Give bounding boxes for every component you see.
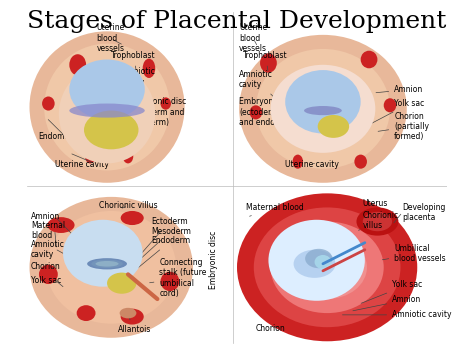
Text: Developing
placenta: Developing placenta [402, 203, 446, 223]
Text: Embryonic disc
(ectoderm
and endoderm): Embryonic disc (ectoderm and endoderm) [239, 97, 298, 127]
Ellipse shape [46, 211, 176, 324]
Text: Amnion: Amnion [376, 85, 423, 94]
Ellipse shape [59, 65, 155, 163]
Text: Maternal
blood: Maternal blood [31, 221, 65, 240]
Text: Umbilical
blood vessels: Umbilical blood vessels [382, 244, 446, 263]
Ellipse shape [293, 250, 336, 278]
Circle shape [285, 70, 361, 133]
Ellipse shape [107, 273, 137, 294]
Text: Amnion: Amnion [353, 295, 421, 311]
Text: Embryonic disc: Embryonic disc [210, 231, 219, 289]
Ellipse shape [121, 211, 144, 225]
Ellipse shape [87, 258, 127, 269]
Text: Endoderm: Endoderm [134, 236, 190, 271]
Text: Yolk sac: Yolk sac [372, 99, 424, 124]
Text: Trophoblast: Trophoblast [243, 51, 288, 71]
Ellipse shape [356, 207, 398, 236]
Ellipse shape [315, 255, 331, 269]
Circle shape [271, 65, 375, 153]
Ellipse shape [85, 149, 96, 163]
Text: Mesoderm: Mesoderm [137, 226, 191, 263]
Text: Amnion: Amnion [31, 212, 60, 221]
Ellipse shape [96, 261, 118, 267]
Ellipse shape [384, 98, 396, 112]
Ellipse shape [287, 236, 367, 299]
Text: Chorion
(partially
formed): Chorion (partially formed) [378, 111, 429, 141]
Ellipse shape [29, 31, 184, 183]
Ellipse shape [39, 265, 58, 284]
Text: Amniotic
cavity: Amniotic cavity [31, 240, 64, 260]
Text: Maternal blood: Maternal blood [246, 203, 304, 216]
Ellipse shape [29, 197, 193, 338]
Ellipse shape [119, 308, 137, 318]
Text: Embryonic disc
(ectoderm and
endoderm): Embryonic disc (ectoderm and endoderm) [128, 97, 186, 127]
Ellipse shape [237, 193, 417, 341]
Ellipse shape [318, 115, 349, 138]
Ellipse shape [260, 53, 277, 73]
Ellipse shape [250, 105, 262, 119]
Ellipse shape [42, 97, 55, 110]
Ellipse shape [363, 212, 392, 231]
Ellipse shape [271, 222, 384, 313]
Text: Uterine
blood
vessels: Uterine blood vessels [239, 23, 267, 53]
Ellipse shape [256, 49, 390, 169]
Ellipse shape [239, 35, 407, 183]
Text: Chorionic
villus: Chorionic villus [358, 211, 399, 230]
Text: Uterine cavity: Uterine cavity [285, 160, 339, 169]
Ellipse shape [123, 149, 133, 163]
Text: Connecting
stalk (future
umbilical
cord): Connecting stalk (future umbilical cord) [150, 258, 207, 298]
Circle shape [63, 220, 143, 287]
Ellipse shape [47, 217, 74, 233]
Ellipse shape [44, 44, 170, 170]
Ellipse shape [69, 54, 86, 75]
Text: Yolk sac: Yolk sac [31, 276, 61, 285]
Circle shape [268, 220, 365, 301]
Text: Yolk sac: Yolk sac [361, 280, 422, 303]
Text: Ectoderm: Ectoderm [140, 217, 188, 255]
Ellipse shape [254, 207, 401, 327]
Ellipse shape [121, 309, 144, 324]
Text: Chorion: Chorion [31, 262, 61, 271]
Ellipse shape [84, 110, 138, 149]
Ellipse shape [91, 260, 123, 268]
Ellipse shape [304, 106, 342, 115]
Ellipse shape [292, 155, 303, 169]
Ellipse shape [143, 59, 155, 78]
Ellipse shape [361, 51, 377, 68]
Text: Endometrium: Endometrium [38, 132, 90, 141]
Ellipse shape [69, 104, 145, 118]
Text: Chorionic villus: Chorionic villus [99, 201, 157, 210]
Text: Trophoblast: Trophoblast [111, 51, 156, 69]
Ellipse shape [161, 272, 179, 291]
Text: Uterine
blood
vessels: Uterine blood vessels [97, 23, 125, 53]
Text: Uterus: Uterus [363, 200, 388, 208]
Text: Allantois: Allantois [118, 317, 151, 334]
Ellipse shape [355, 155, 367, 169]
Ellipse shape [161, 97, 171, 110]
Ellipse shape [69, 60, 145, 119]
Text: Uterine cavity: Uterine cavity [55, 160, 109, 169]
Text: Amniotic
cavity: Amniotic cavity [239, 70, 275, 98]
Text: Stages of Placental Development: Stages of Placental Development [27, 10, 447, 33]
Text: Amniotic cavity: Amniotic cavity [343, 310, 452, 320]
Text: Chorion: Chorion [256, 324, 286, 333]
Ellipse shape [305, 249, 332, 268]
Text: Amniotic
cavity: Amniotic cavity [122, 67, 155, 91]
Ellipse shape [77, 305, 96, 321]
